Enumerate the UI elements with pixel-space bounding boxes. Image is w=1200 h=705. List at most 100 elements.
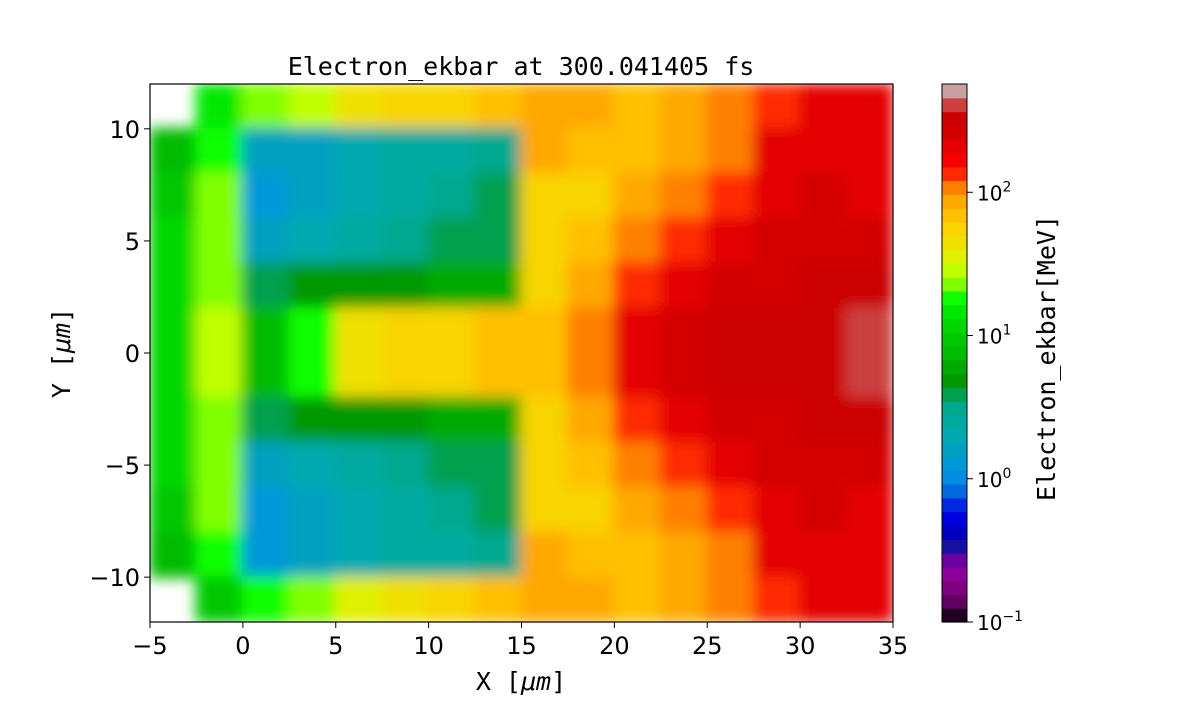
heatmap-cell bbox=[288, 441, 337, 489]
heatmap-cell bbox=[520, 576, 569, 622]
chart-title: Electron_ekbar at 300.041405 fs bbox=[288, 52, 755, 81]
x-tick-label: 15 bbox=[506, 632, 537, 660]
colorbar-label: Electron_ekbar[MeV] bbox=[1032, 215, 1061, 501]
heatmap-cell bbox=[381, 262, 430, 310]
heatmap-cell bbox=[613, 262, 662, 310]
heatmap-cell bbox=[613, 486, 662, 534]
heatmap-cell bbox=[474, 307, 523, 354]
heatmap-cell bbox=[706, 217, 755, 265]
heatmap-cell bbox=[288, 307, 337, 354]
heatmap-cell bbox=[241, 307, 291, 354]
heatmap-cell bbox=[150, 486, 198, 534]
heatmap-cell bbox=[150, 217, 198, 265]
heatmap-cell bbox=[520, 531, 569, 579]
heatmap bbox=[150, 84, 893, 622]
heatmap-cell bbox=[474, 486, 523, 534]
heatmap-cell bbox=[520, 217, 569, 265]
heatmap-cell bbox=[613, 84, 662, 130]
heatmap-cell bbox=[845, 84, 893, 130]
heatmap-cell bbox=[427, 262, 477, 310]
colorbar-band bbox=[942, 139, 967, 154]
x-tick-label: 30 bbox=[785, 632, 816, 660]
heatmap-cell bbox=[241, 352, 291, 399]
heatmap-cell bbox=[427, 352, 477, 399]
heatmap-cell bbox=[241, 531, 291, 579]
heatmap-cell bbox=[566, 576, 616, 622]
colorbar-band bbox=[942, 415, 967, 430]
colorbar-band bbox=[942, 401, 967, 416]
heatmap-cell bbox=[659, 262, 709, 310]
colorbar-band bbox=[942, 152, 967, 168]
heatmap-cell bbox=[566, 217, 616, 265]
colorbar-band bbox=[942, 346, 967, 361]
heatmap-cell bbox=[474, 352, 523, 399]
heatmap-cell bbox=[520, 172, 569, 220]
heatmap-cell bbox=[845, 396, 893, 444]
heatmap-cell bbox=[613, 441, 662, 489]
heatmap-cell bbox=[195, 262, 244, 310]
heatmap-cell bbox=[566, 127, 616, 175]
heatmap-cell bbox=[474, 531, 523, 579]
heatmap-cell bbox=[241, 441, 291, 489]
heatmap-cell bbox=[566, 396, 616, 444]
heatmap-cell bbox=[613, 352, 662, 399]
heatmap-cell bbox=[150, 441, 198, 489]
y-tick-label: 0 bbox=[125, 340, 140, 368]
heatmap-cell bbox=[381, 531, 430, 579]
heatmap-cell bbox=[613, 576, 662, 622]
heatmap-cell bbox=[427, 127, 477, 175]
heatmap-cell bbox=[799, 441, 848, 489]
heatmap-cell bbox=[799, 84, 848, 130]
colorbar-tick-label: 100 bbox=[977, 466, 1011, 492]
heatmap-cell bbox=[334, 84, 384, 130]
x-tick-label: 10 bbox=[413, 632, 444, 660]
heatmap-cell bbox=[474, 127, 523, 175]
heatmap-cell bbox=[288, 84, 337, 130]
heatmap-cell bbox=[195, 441, 244, 489]
colorbar-band bbox=[942, 553, 967, 568]
colorbar-band bbox=[942, 84, 967, 99]
heatmap-cell bbox=[706, 352, 755, 399]
heatmap-cell bbox=[474, 84, 523, 130]
heatmap-cell bbox=[334, 396, 384, 444]
heatmap-cell bbox=[334, 127, 384, 175]
colorbar-tick-label: 10−1 bbox=[977, 609, 1023, 635]
heatmap-cell bbox=[799, 486, 848, 534]
colorbar-band bbox=[942, 125, 967, 140]
heatmap-cell bbox=[659, 531, 709, 579]
heatmap-cell bbox=[799, 172, 848, 220]
heatmap-cell bbox=[566, 531, 616, 579]
heatmap-cell bbox=[288, 531, 337, 579]
colorbar-band bbox=[942, 539, 967, 554]
heatmap-cell bbox=[288, 352, 337, 399]
colorbar-band bbox=[942, 166, 967, 182]
heatmap-cell bbox=[752, 307, 802, 354]
heatmap-cell bbox=[706, 307, 755, 354]
heatmap-cell bbox=[381, 84, 430, 130]
heatmap-cell bbox=[566, 84, 616, 130]
heatmap-cell bbox=[150, 127, 198, 175]
colorbar-band bbox=[942, 525, 967, 540]
heatmap-cell bbox=[334, 262, 384, 310]
heatmap-cell bbox=[195, 352, 244, 399]
x-tick-label: 20 bbox=[599, 632, 630, 660]
colorbar-band bbox=[942, 304, 967, 320]
colorbar-band bbox=[942, 580, 967, 596]
colorbar-band bbox=[942, 566, 967, 582]
y-tick-label: −10 bbox=[89, 564, 140, 592]
heatmap-cell bbox=[659, 352, 709, 399]
heatmap-cell bbox=[334, 486, 384, 534]
heatmap-cell bbox=[752, 441, 802, 489]
heatmap-cell bbox=[706, 576, 755, 622]
x-tick-label: 35 bbox=[878, 632, 909, 660]
heatmap-cell bbox=[381, 352, 430, 399]
heatmap-cell bbox=[474, 262, 523, 310]
x-tick-label: 25 bbox=[692, 632, 723, 660]
colorbar-band bbox=[942, 263, 967, 278]
heatmap-cell bbox=[520, 352, 569, 399]
heatmap-cell bbox=[334, 217, 384, 265]
heatmap-cell bbox=[195, 576, 244, 622]
heatmap-cell bbox=[659, 441, 709, 489]
heatmap-cell bbox=[799, 576, 848, 622]
heatmap-cell bbox=[381, 217, 430, 265]
